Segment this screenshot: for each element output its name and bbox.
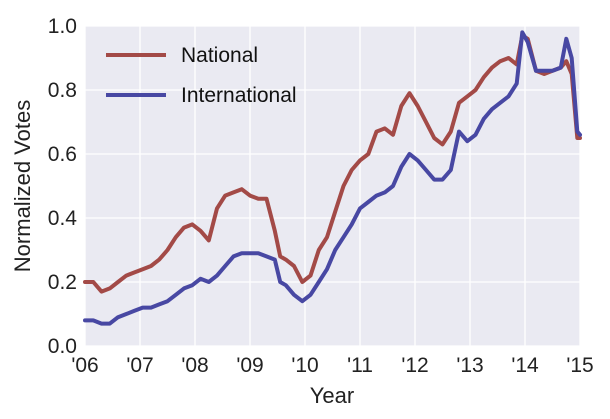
y-axis-title: Normalized Votes (10, 100, 35, 272)
series-lines (83, 30, 582, 326)
legend-label-national: National (181, 44, 258, 67)
series-line-national (83, 33, 582, 294)
y-tick-labels: 0.0 0.2 0.4 0.6 0.8 1.0 (48, 15, 78, 358)
x-tick-label: '13 (456, 354, 483, 377)
x-tick-label: '06 (71, 354, 98, 377)
y-tick-label: 0.0 (48, 335, 77, 358)
grid-lines (84, 25, 581, 347)
x-axis-title: Year (310, 383, 354, 408)
x-tick-label: '14 (511, 354, 539, 377)
y-tick-label: 0.2 (48, 271, 77, 294)
x-tick-label: '09 (236, 354, 263, 377)
x-tick-label: '10 (291, 354, 318, 377)
x-tick-label: '08 (181, 354, 208, 377)
x-tick-label: '07 (126, 354, 153, 377)
y-tick-label: 1.0 (48, 15, 77, 38)
x-tick-label: '15 (566, 354, 593, 377)
x-tick-labels: '06 '07 '08 '09 '10 '11 '12 '13 '14 '15 (71, 354, 593, 377)
legend-label-international: International (181, 84, 297, 107)
plot-background (85, 26, 580, 346)
series-line-international (83, 30, 582, 326)
y-tick-label: 0.6 (48, 143, 77, 166)
legend: National International (106, 44, 297, 107)
x-tick-label: '12 (401, 354, 428, 377)
y-tick-label: 0.4 (48, 207, 78, 230)
y-tick-label: 0.8 (48, 79, 77, 102)
x-tick-label: '11 (347, 354, 373, 377)
